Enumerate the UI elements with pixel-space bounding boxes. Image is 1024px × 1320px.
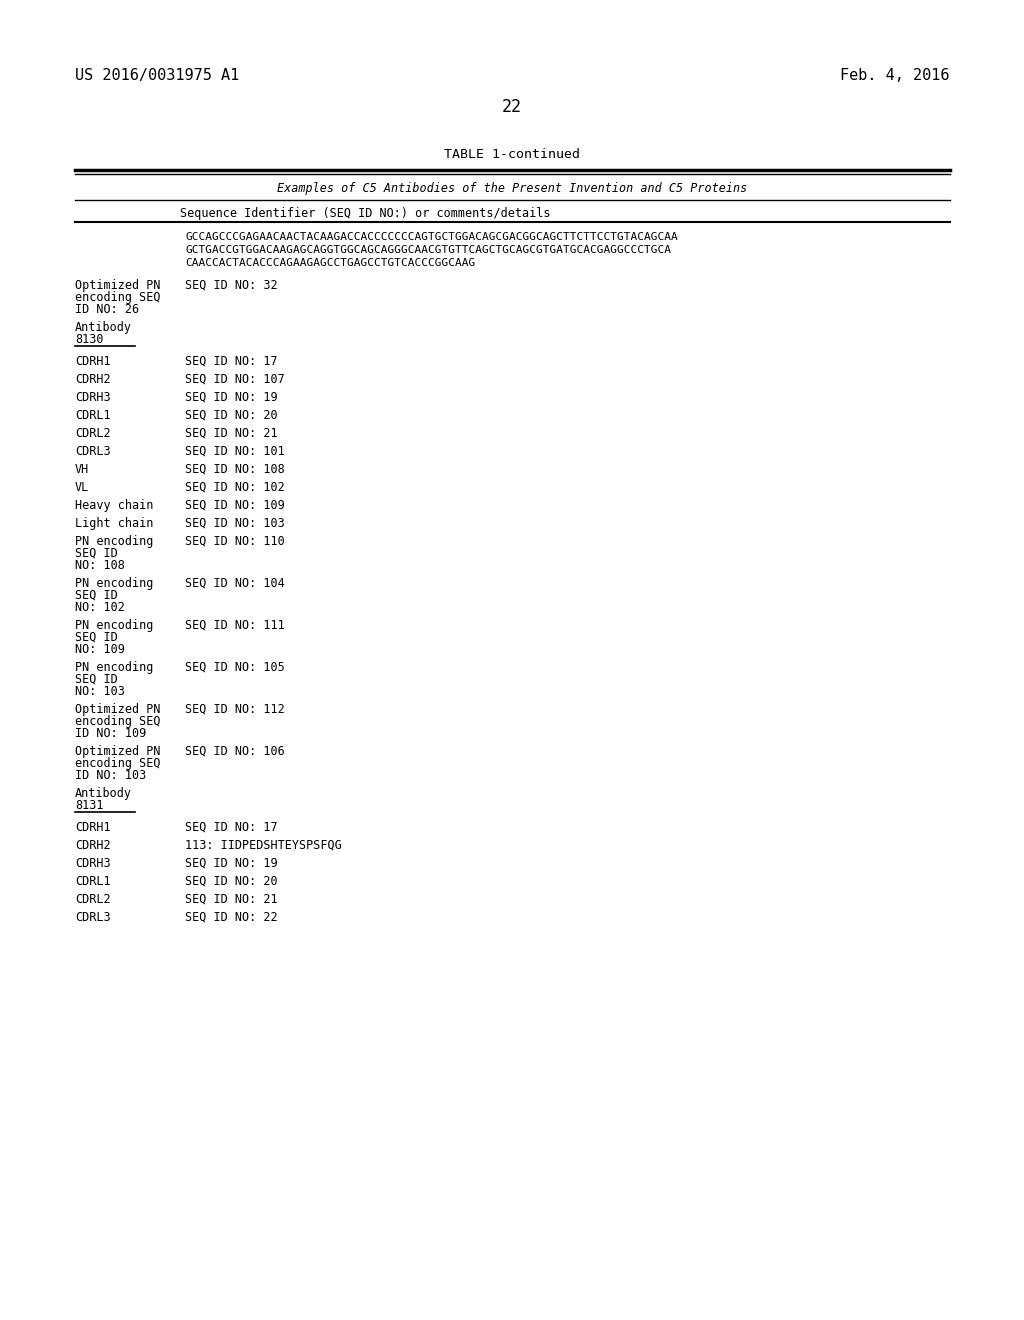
Text: Light chain: Light chain <box>75 517 154 531</box>
Text: SEQ ID NO: 17: SEQ ID NO: 17 <box>185 821 278 834</box>
Text: SEQ ID: SEQ ID <box>75 631 118 644</box>
Text: encoding SEQ: encoding SEQ <box>75 756 161 770</box>
Text: NO: 108: NO: 108 <box>75 558 125 572</box>
Text: 8130: 8130 <box>75 333 103 346</box>
Text: GCCAGCCCGAGAACAACTACAAGACCACCCCCCCAGTGCTGGACAGCGACGGCAGCTTCTTCCTGTACAGCAA: GCCAGCCCGAGAACAACTACAAGACCACCCCCCCAGTGCT… <box>185 232 678 242</box>
Text: VH: VH <box>75 463 89 477</box>
Text: Optimized PN: Optimized PN <box>75 279 161 292</box>
Text: CDRH2: CDRH2 <box>75 840 111 851</box>
Text: SEQ ID NO: 106: SEQ ID NO: 106 <box>185 744 285 758</box>
Text: SEQ ID NO: 102: SEQ ID NO: 102 <box>185 480 285 494</box>
Text: SEQ ID NO: 21: SEQ ID NO: 21 <box>185 426 278 440</box>
Text: PN encoding: PN encoding <box>75 661 154 675</box>
Text: CDRH3: CDRH3 <box>75 857 111 870</box>
Text: ID NO: 109: ID NO: 109 <box>75 727 146 741</box>
Text: SEQ ID NO: 112: SEQ ID NO: 112 <box>185 704 285 715</box>
Text: encoding SEQ: encoding SEQ <box>75 290 161 304</box>
Text: Optimized PN: Optimized PN <box>75 744 161 758</box>
Text: CDRL3: CDRL3 <box>75 445 111 458</box>
Text: Sequence Identifier (SEQ ID NO:) or comments/details: Sequence Identifier (SEQ ID NO:) or comm… <box>180 207 551 220</box>
Text: VL: VL <box>75 480 89 494</box>
Text: SEQ ID NO: 19: SEQ ID NO: 19 <box>185 857 278 870</box>
Text: SEQ ID NO: 104: SEQ ID NO: 104 <box>185 577 285 590</box>
Text: CDRH1: CDRH1 <box>75 355 111 368</box>
Text: TABLE 1-continued: TABLE 1-continued <box>444 148 580 161</box>
Text: SEQ ID NO: 109: SEQ ID NO: 109 <box>185 499 285 512</box>
Text: CDRH2: CDRH2 <box>75 374 111 385</box>
Text: encoding SEQ: encoding SEQ <box>75 715 161 729</box>
Text: CDRL3: CDRL3 <box>75 911 111 924</box>
Text: SEQ ID NO: 101: SEQ ID NO: 101 <box>185 445 285 458</box>
Text: Antibody: Antibody <box>75 321 132 334</box>
Text: SEQ ID NO: 22: SEQ ID NO: 22 <box>185 911 278 924</box>
Text: SEQ ID: SEQ ID <box>75 673 118 686</box>
Text: SEQ ID NO: 17: SEQ ID NO: 17 <box>185 355 278 368</box>
Text: ID NO: 26: ID NO: 26 <box>75 304 139 315</box>
Text: US 2016/0031975 A1: US 2016/0031975 A1 <box>75 69 240 83</box>
Text: CDRL2: CDRL2 <box>75 426 111 440</box>
Text: NO: 103: NO: 103 <box>75 685 125 698</box>
Text: SEQ ID NO: 108: SEQ ID NO: 108 <box>185 463 285 477</box>
Text: SEQ ID NO: 107: SEQ ID NO: 107 <box>185 374 285 385</box>
Text: ID NO: 103: ID NO: 103 <box>75 770 146 781</box>
Text: NO: 109: NO: 109 <box>75 643 125 656</box>
Text: Optimized PN: Optimized PN <box>75 704 161 715</box>
Text: Heavy chain: Heavy chain <box>75 499 154 512</box>
Text: CDRL2: CDRL2 <box>75 894 111 906</box>
Text: PN encoding: PN encoding <box>75 577 154 590</box>
Text: SEQ ID NO: 20: SEQ ID NO: 20 <box>185 409 278 422</box>
Text: Feb. 4, 2016: Feb. 4, 2016 <box>841 69 950 83</box>
Text: SEQ ID NO: 105: SEQ ID NO: 105 <box>185 661 285 675</box>
Text: CDRH3: CDRH3 <box>75 391 111 404</box>
Text: CDRH1: CDRH1 <box>75 821 111 834</box>
Text: 113: IIDPEDSHTEYSPSFQG: 113: IIDPEDSHTEYSPSFQG <box>185 840 342 851</box>
Text: SEQ ID NO: 103: SEQ ID NO: 103 <box>185 517 285 531</box>
Text: PN encoding: PN encoding <box>75 535 154 548</box>
Text: SEQ ID NO: 19: SEQ ID NO: 19 <box>185 391 278 404</box>
Text: PN encoding: PN encoding <box>75 619 154 632</box>
Text: SEQ ID: SEQ ID <box>75 589 118 602</box>
Text: CDRL1: CDRL1 <box>75 875 111 888</box>
Text: GCTGACCGTGGACAAGAGCAGGTGGCAGCAGGGCAACGTGTTCAGCTGCAGCGTGATGCACGAGGCCCTGCA: GCTGACCGTGGACAAGAGCAGGTGGCAGCAGGGCAACGTG… <box>185 246 671 255</box>
Text: CAACCACTACACCCAGAAGAGCCTGAGCCTGTCACCCGGCAAG: CAACCACTACACCCAGAAGAGCCTGAGCCTGTCACCCGGC… <box>185 257 475 268</box>
Text: CDRL1: CDRL1 <box>75 409 111 422</box>
Text: 8131: 8131 <box>75 799 103 812</box>
Text: SEQ ID NO: 20: SEQ ID NO: 20 <box>185 875 278 888</box>
Text: Examples of C5 Antibodies of the Present Invention and C5 Proteins: Examples of C5 Antibodies of the Present… <box>276 182 748 195</box>
Text: SEQ ID NO: 110: SEQ ID NO: 110 <box>185 535 285 548</box>
Text: SEQ ID NO: 32: SEQ ID NO: 32 <box>185 279 278 292</box>
Text: SEQ ID: SEQ ID <box>75 546 118 560</box>
Text: SEQ ID NO: 111: SEQ ID NO: 111 <box>185 619 285 632</box>
Text: 22: 22 <box>502 98 522 116</box>
Text: NO: 102: NO: 102 <box>75 601 125 614</box>
Text: SEQ ID NO: 21: SEQ ID NO: 21 <box>185 894 278 906</box>
Text: Antibody: Antibody <box>75 787 132 800</box>
